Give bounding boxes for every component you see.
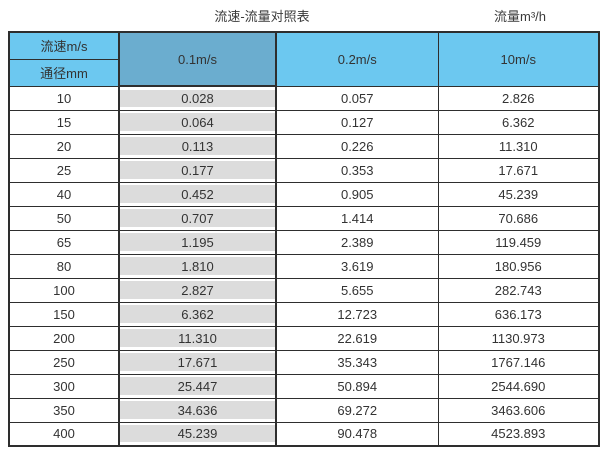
flow-value-cell: 1.810 <box>118 253 277 279</box>
flow-value-cell: 0.353 <box>275 157 439 183</box>
flow-value-cell: 6.362 <box>118 301 277 327</box>
table-row: 25 0.177 0.353 17.671 <box>8 157 600 183</box>
diameter-cell: 10 <box>8 85 120 111</box>
flow-value-cell: 0.057 <box>275 85 439 111</box>
flow-value-cell: 119.459 <box>437 229 600 255</box>
flow-value-cell: 11.310 <box>118 325 277 351</box>
flow-value-cell: 69.272 <box>275 397 439 423</box>
diameter-cell: 100 <box>8 277 120 303</box>
table-row: 65 1.195 2.389 119.459 <box>8 229 600 255</box>
flow-value-cell: 45.239 <box>437 181 600 207</box>
diameter-cell: 200 <box>8 325 120 351</box>
flow-value-cell: 2.826 <box>437 85 600 111</box>
row-header-diameter: 通径mm <box>8 58 120 87</box>
table-row: 100 2.827 5.655 282.743 <box>8 277 600 303</box>
flow-value-cell: 3463.606 <box>437 397 600 423</box>
diameter-cell: 65 <box>8 229 120 255</box>
diameter-cell: 350 <box>8 397 120 423</box>
flow-value-cell: 0.127 <box>275 109 439 135</box>
flow-value-cell: 6.362 <box>437 109 600 135</box>
diameter-cell: 250 <box>8 349 120 375</box>
table-row: 350 34.636 69.272 3463.606 <box>8 397 600 423</box>
flow-value-cell: 0.177 <box>118 157 277 183</box>
flow-value-cell: 5.655 <box>275 277 439 303</box>
flow-value-cell: 636.173 <box>437 301 600 327</box>
diameter-cell: 25 <box>8 157 120 183</box>
flow-value-cell: 1.414 <box>275 205 439 231</box>
column-header-0-2ms: 0.2m/s <box>275 31 439 87</box>
flow-value-cell: 0.064 <box>118 109 277 135</box>
flow-value-cell: 180.956 <box>437 253 600 279</box>
flow-value-cell: 0.226 <box>275 133 439 159</box>
flow-value-cell: 12.723 <box>275 301 439 327</box>
table-title: 流速-流量对照表 <box>214 9 310 24</box>
flow-value-cell: 70.686 <box>437 205 600 231</box>
flow-value-cell: 4523.893 <box>437 421 600 447</box>
flow-value-cell: 17.671 <box>437 157 600 183</box>
table-row: 250 17.671 35.343 1767.146 <box>8 349 600 375</box>
flow-value-cell: 11.310 <box>437 133 600 159</box>
diameter-cell: 150 <box>8 301 120 327</box>
flow-value-cell: 0.028 <box>118 85 277 111</box>
flow-value-cell: 0.113 <box>118 133 277 159</box>
flow-value-cell: 0.905 <box>275 181 439 207</box>
flow-rate-table: 流速m/s 0.1m/s 0.2m/s 10m/s 通径mm 10 0.028 0.… <box>8 31 600 447</box>
column-header-velocity: 流速m/s <box>8 31 120 60</box>
flow-value-cell: 2.389 <box>275 229 439 255</box>
flow-value-cell: 25.447 <box>118 373 277 399</box>
table-row: 150 6.362 12.723 636.173 <box>8 301 600 327</box>
diameter-cell: 40 <box>8 181 120 207</box>
flow-value-cell: 0.452 <box>118 181 277 207</box>
flow-value-cell: 35.343 <box>275 349 439 375</box>
flow-unit-label: 流量m³/h <box>493 9 547 24</box>
flow-value-cell: 17.671 <box>118 349 277 375</box>
diameter-cell: 15 <box>8 109 120 135</box>
flow-value-cell: 50.894 <box>275 373 439 399</box>
flow-value-cell: 0.707 <box>118 205 277 231</box>
flow-value-cell: 3.619 <box>275 253 439 279</box>
flow-value-cell: 1130.973 <box>437 325 600 351</box>
flow-value-cell: 90.478 <box>275 421 439 447</box>
flow-value-cell: 2.827 <box>118 277 277 303</box>
table-row: 15 0.064 0.127 6.362 <box>8 109 600 135</box>
table-row: 200 11.310 22.619 1130.973 <box>8 325 600 351</box>
column-header-0-1ms: 0.1m/s <box>118 31 277 87</box>
diameter-cell: 50 <box>8 205 120 231</box>
flow-value-cell: 1.195 <box>118 229 277 255</box>
table-body: 10 0.028 0.057 2.826 15 0.064 0.127 6.362 20 0.11… <box>8 85 600 447</box>
flow-value-cell: 22.619 <box>275 325 439 351</box>
flow-value-cell: 282.743 <box>437 277 600 303</box>
flow-value-cell: 1767.146 <box>437 349 600 375</box>
flow-value-cell: 45.239 <box>118 421 277 447</box>
diameter-cell: 300 <box>8 373 120 399</box>
table-row: 80 1.810 3.619 180.956 <box>8 253 600 279</box>
flow-value-cell: 34.636 <box>118 397 277 423</box>
table-row: 50 0.707 1.414 70.686 <box>8 205 600 231</box>
table-header: 流速m/s 0.1m/s 0.2m/s 10m/s 通径mm <box>8 31 600 87</box>
table-row: 40 0.452 0.905 45.239 <box>8 181 600 207</box>
diameter-cell: 400 <box>8 421 120 447</box>
table-row: 400 45.239 90.478 4523.893 <box>8 421 600 447</box>
table-row: 10 0.028 0.057 2.826 <box>8 85 600 111</box>
diameter-cell: 80 <box>8 253 120 279</box>
table-row: 20 0.113 0.226 11.310 <box>8 133 600 159</box>
title-bar: 流速-流量对照表 流量m³/h <box>0 0 600 30</box>
table-row: 300 25.447 50.894 2544.690 <box>8 373 600 399</box>
column-header-10ms: 10m/s <box>437 31 600 87</box>
diameter-cell: 20 <box>8 133 120 159</box>
flow-value-cell: 2544.690 <box>437 373 600 399</box>
